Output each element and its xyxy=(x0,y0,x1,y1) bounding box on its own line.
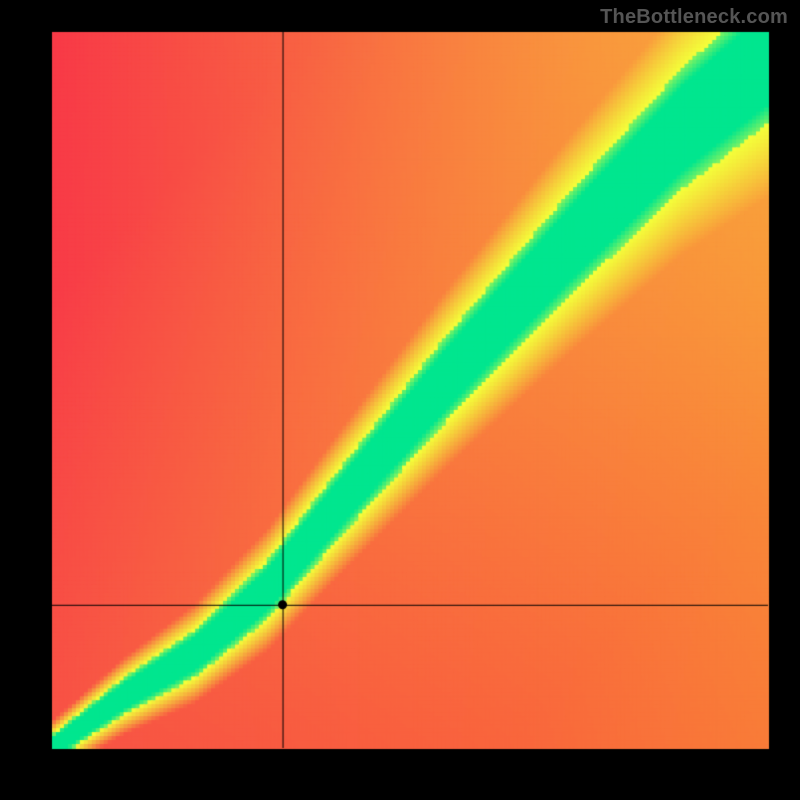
watermark-label: TheBottleneck.com xyxy=(600,6,788,29)
heatmap-canvas xyxy=(0,0,800,800)
bottleneck-heatmap-chart: TheBottleneck.com xyxy=(0,0,800,800)
